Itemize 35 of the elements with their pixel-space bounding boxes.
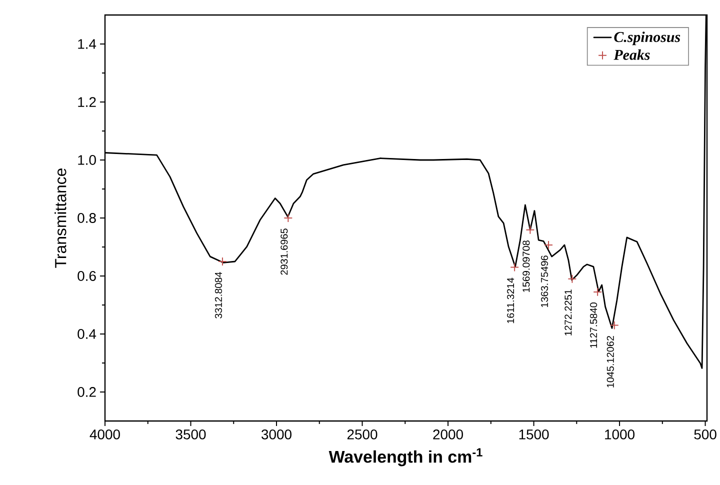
annotation: 1363.75496 (540, 256, 548, 308)
x-axis-title: Wavelength in cm$^{-1}$ (328, 448, 482, 466)
point (568, 274, 577, 284)
annotation: 1045.12062 (606, 336, 614, 388)
point (218, 257, 227, 266)
point (610, 320, 619, 330)
x-tick-label: 500 (694, 429, 716, 440)
y-tick-label: 0.2 (78, 387, 96, 397)
legend-label: Peaks (614, 49, 650, 60)
point (526, 225, 535, 234)
point (284, 214, 293, 222)
annotation: 3312.8084 (214, 272, 222, 318)
y-tick-label: 0.4 (78, 329, 96, 339)
x-tick-label: 1500 (519, 429, 549, 440)
y-tick-label: 0.6 (78, 271, 96, 281)
y-tick-label: 0.8 (78, 213, 96, 223)
point (544, 240, 554, 250)
y-tick-label: 1.0 (78, 155, 96, 165)
x-tick-label: 4000 (90, 429, 120, 440)
y-tick-label: 1.2 (78, 97, 96, 107)
y-axis-title: Transmittance (54, 168, 66, 268)
legend-label: C.spinosus (614, 32, 680, 46)
x-tick-label: 3000 (262, 429, 292, 440)
y-tick-label: 1.4 (78, 39, 96, 49)
annotation: 1611.3214 (507, 278, 514, 324)
point (510, 262, 520, 272)
x-tick-label: 2500 (347, 429, 378, 440)
point (593, 287, 602, 296)
annotation: 1569.09708 (522, 240, 530, 292)
annotation: 2931.6965 (280, 228, 288, 275)
x-tick-label: 2000 (433, 429, 463, 440)
x-tick-label: 1000 (605, 429, 634, 440)
annotation: 1272.2251 (564, 290, 572, 336)
x-tick-label: 3500 (176, 429, 206, 440)
annotation: 1127.5840 (590, 302, 598, 348)
